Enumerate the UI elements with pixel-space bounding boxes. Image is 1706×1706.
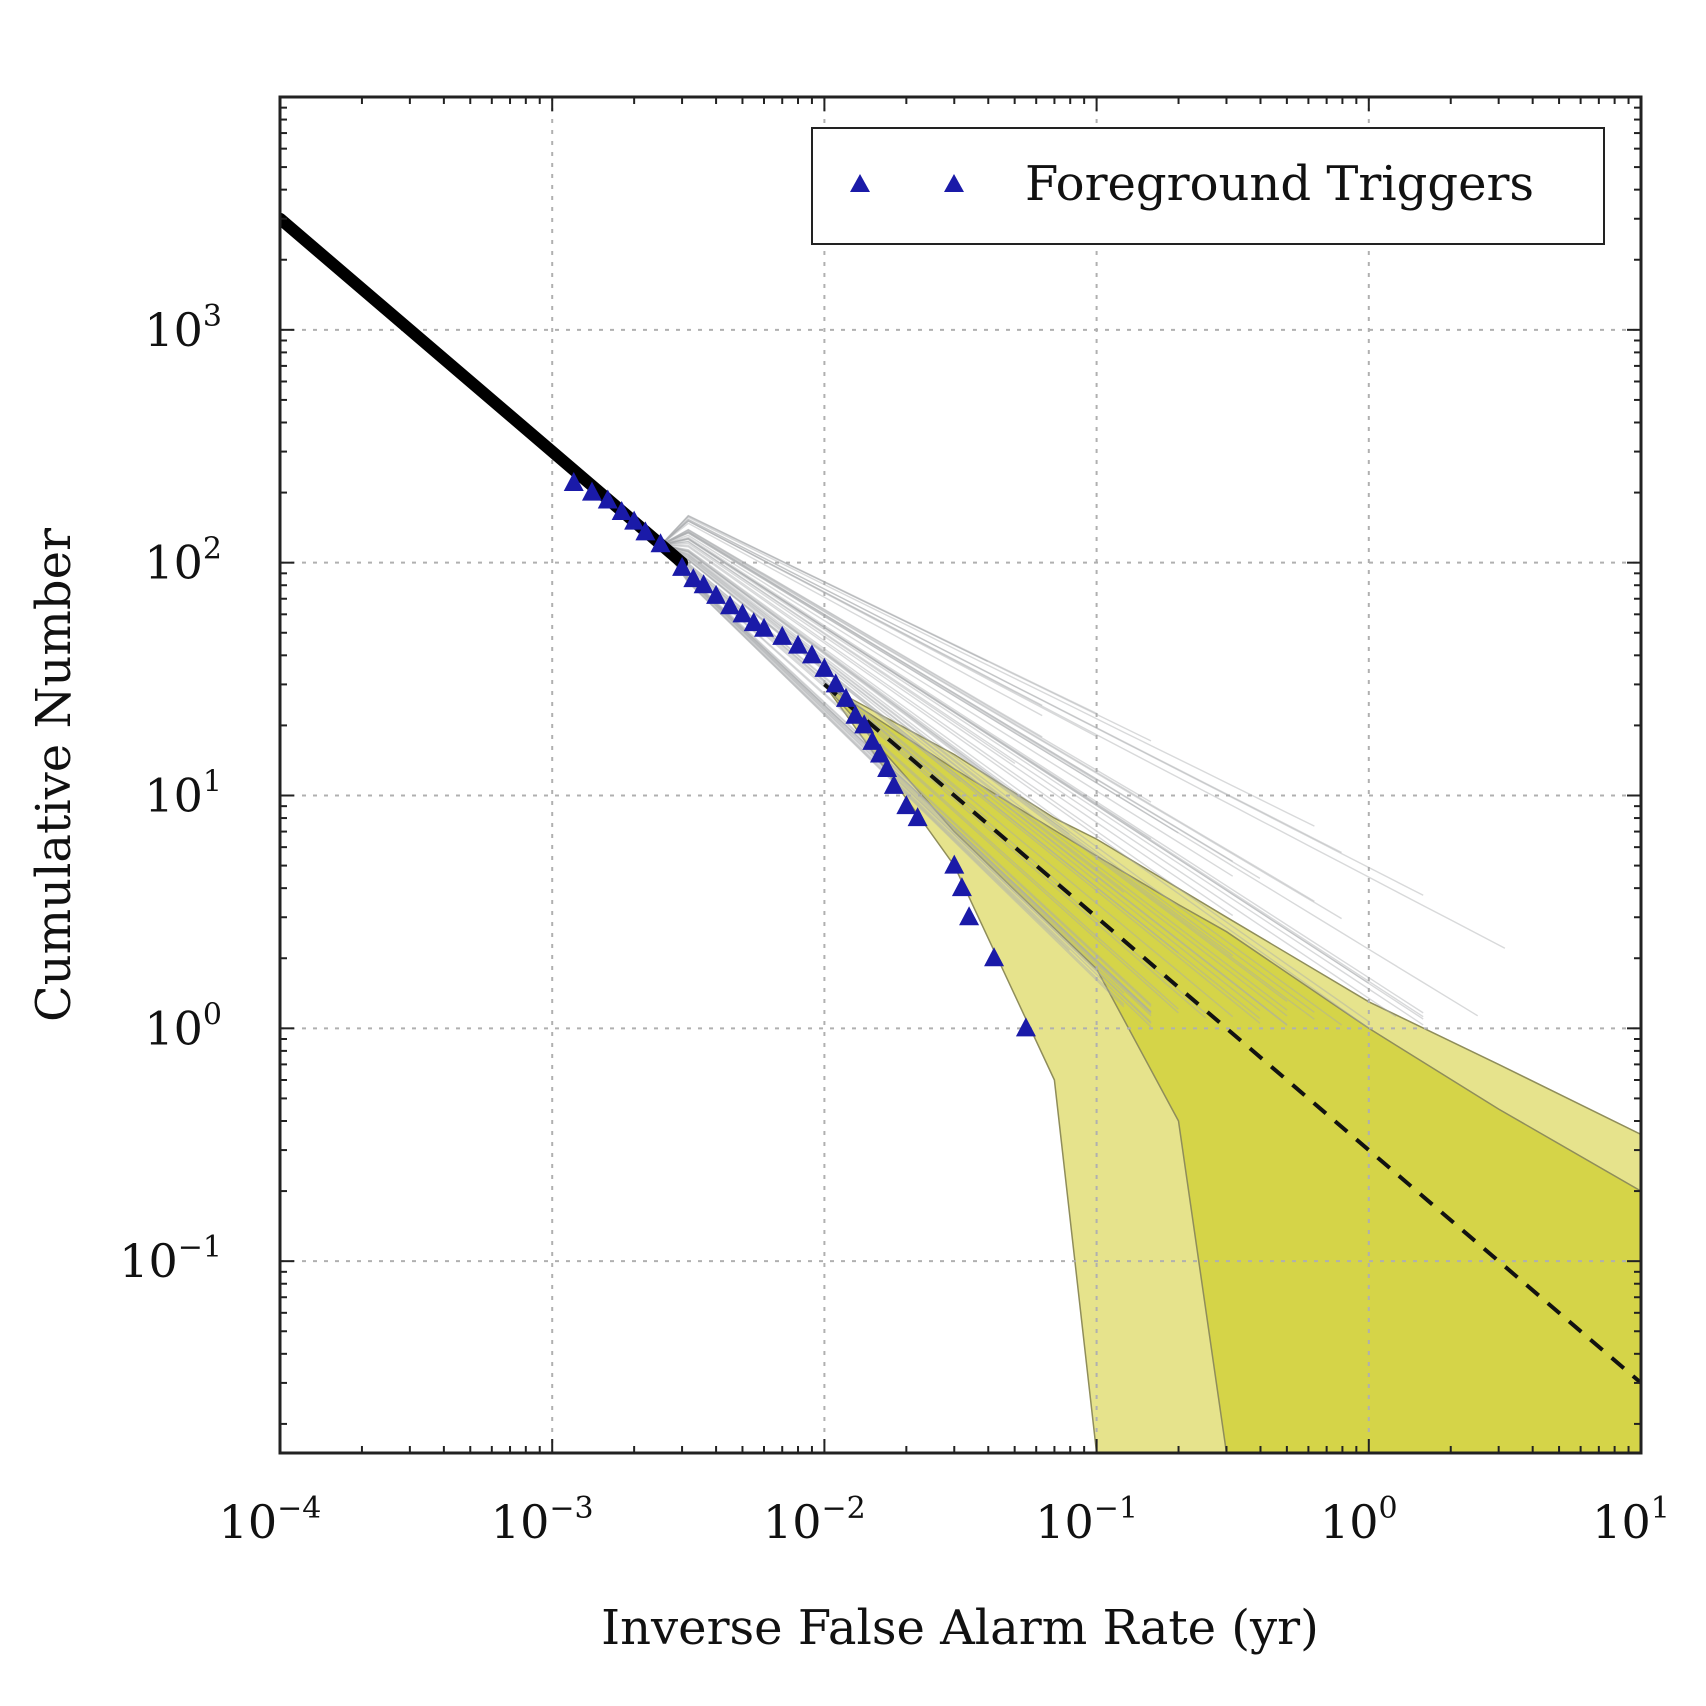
y-tick-exponent: 0	[203, 997, 222, 1032]
foreground-trigger-point	[869, 743, 890, 763]
foreground-trigger-point	[706, 584, 727, 604]
foreground-trigger-point	[854, 714, 875, 734]
foreground-trigger-point	[944, 854, 965, 874]
grid-lines	[280, 97, 1641, 1453]
foreground-trigger-point	[959, 906, 980, 926]
x-tick-label: 10−3	[491, 1491, 594, 1549]
background-trial-curve	[551, 451, 1315, 827]
x-tick-exponent: −2	[822, 1491, 866, 1526]
foreground-trigger-point	[907, 807, 928, 827]
background-trial-curve	[551, 451, 1424, 1020]
legend-marker-triangle-1	[850, 174, 870, 192]
x-tick-exponent: 1	[1651, 1491, 1670, 1526]
foreground-trigger-point	[650, 533, 671, 553]
background-trial-curve	[551, 451, 1261, 879]
foreground-trigger-markers	[563, 471, 1036, 1037]
legend: Foreground Triggers	[811, 127, 1605, 245]
background-trial-curve	[551, 451, 1424, 1018]
y-tick-exponent: 2	[203, 532, 222, 567]
foreground-trigger-point	[862, 730, 883, 750]
background-trial-curve	[551, 451, 1424, 1026]
foreground-trigger-point	[754, 617, 775, 637]
foreground-trigger-point	[683, 568, 704, 588]
y-axis-title: Cumulative Number	[26, 528, 82, 1022]
foreground-trigger-point	[877, 757, 898, 777]
plot-frame	[278, 95, 1643, 1455]
foreground-trigger-point	[597, 489, 618, 509]
y-tick-label: 103	[144, 299, 222, 357]
background-trial-curve	[551, 451, 1315, 902]
foreground-trigger-point	[693, 574, 714, 594]
y-tick-exponent: −1	[178, 1230, 222, 1265]
background-trial-curve	[551, 451, 1424, 1014]
foreground-trigger-point	[814, 657, 835, 677]
foreground-trigger-point	[788, 634, 809, 654]
foreground-trigger-point	[835, 687, 856, 707]
background-trial-curve	[551, 451, 1370, 984]
foreground-trigger-point	[984, 947, 1005, 967]
x-tick-exponent: −1	[1094, 1491, 1138, 1526]
foreground-trigger-point	[624, 510, 645, 530]
background-trial-curve	[551, 451, 1424, 896]
plot-area	[280, 97, 1641, 1453]
foreground-trigger-point	[720, 595, 741, 615]
y-tick-exponent: 3	[203, 299, 222, 334]
background-trial-curve	[551, 451, 1479, 1017]
legend-box	[811, 127, 1605, 245]
foreground-trigger-point	[896, 795, 917, 815]
background-trial-curve	[551, 451, 1506, 949]
foreground-trigger-point	[611, 501, 632, 521]
foreground-trigger-point	[1015, 1017, 1036, 1037]
x-axis-title: Inverse False Alarm Rate (yr)	[601, 1600, 1319, 1656]
legend-marker-triangle-2	[944, 174, 964, 192]
y-tick-label: 102	[144, 532, 222, 590]
background-trial-curve	[551, 451, 1315, 1013]
foreground-trigger-point	[563, 471, 584, 491]
foreground-trigger-point	[635, 521, 656, 541]
expected-background-line	[823, 682, 1641, 1385]
foreground-trigger-point	[825, 673, 846, 693]
background-trial-curve	[551, 451, 1342, 920]
foreground-trigger-point	[772, 625, 793, 645]
foreground-trigger-point	[883, 774, 904, 794]
background-trial-curve	[551, 451, 1315, 1020]
background-trial-curve	[551, 451, 1342, 854]
background-trial-curve	[551, 451, 1397, 1018]
expected-background-dashed	[823, 682, 1641, 1385]
legend-label: Foreground Triggers	[1025, 156, 1534, 212]
foreground-trigger-point	[743, 612, 764, 632]
foreground-trigger-point	[845, 704, 866, 724]
background-trial-curve	[551, 451, 1288, 1002]
foreground-trigger-point	[581, 481, 602, 501]
background-trial-curve	[551, 451, 1370, 1023]
foreground-trigger-point	[672, 556, 693, 576]
background-trial-curve	[551, 451, 1343, 1026]
foreground-trigger-point	[732, 603, 753, 623]
x-tick-exponent: 0	[1379, 1491, 1398, 1526]
foreground-trigger-point	[801, 644, 822, 664]
foreground-trigger-point	[951, 877, 972, 897]
y-tick-exponent: 1	[203, 764, 222, 799]
background-trial-curve	[551, 451, 1370, 1029]
x-tick-exponent: −4	[277, 1491, 321, 1526]
x-tick-exponent: −3	[549, 1491, 593, 1526]
